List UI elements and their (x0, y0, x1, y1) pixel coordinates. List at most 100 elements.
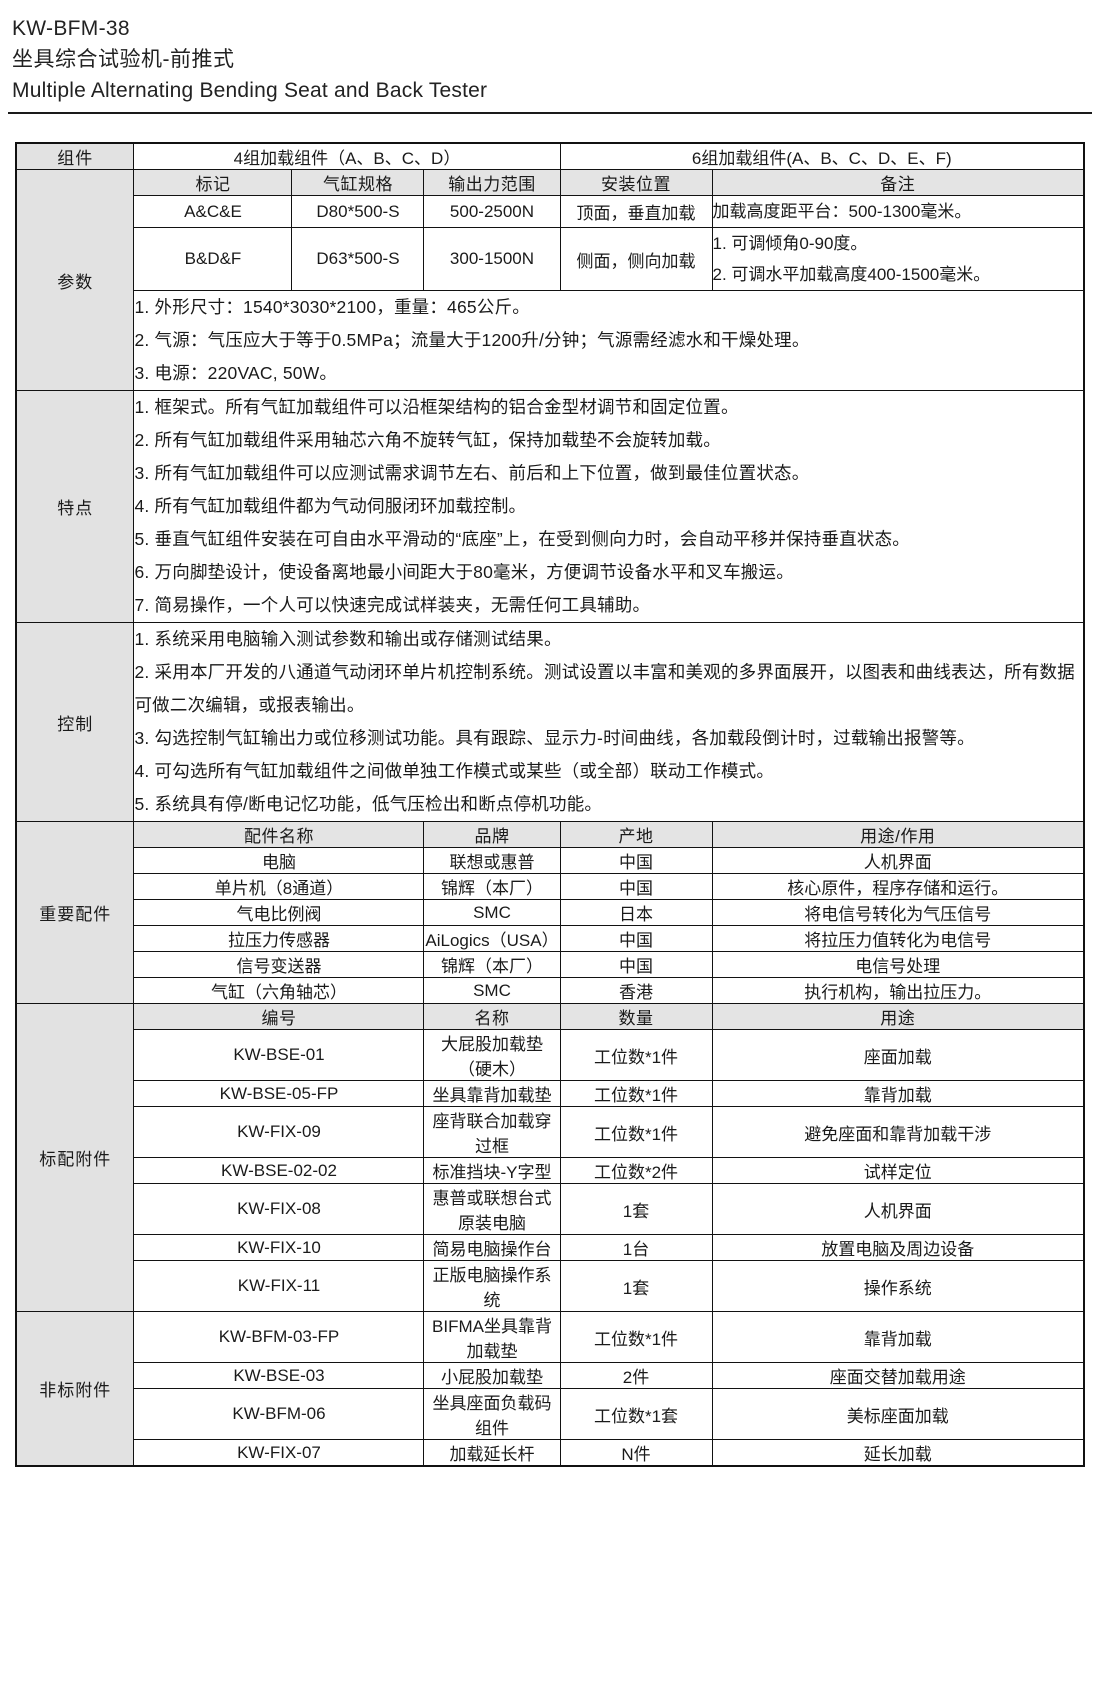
feature-item: 5. 垂直气缸组件安装在可自由水平滑动的“底座”上，在受到侧向力时，会自动平移并… (134, 529, 910, 549)
accessory-name: 惠普或联想台式原装电脑 (423, 1183, 561, 1235)
table-row: KW-FIX-09 座背联合加载穿过框 工位数*1件 避免座面和靠背加载干涉 (16, 1106, 1085, 1158)
feature-item: 3. 所有气缸加载组件可以应测试需求调节左右、前后和上下位置，做到最佳位置状态。 (134, 463, 810, 483)
row-label-control: 控制 (15, 622, 135, 822)
table-row: 单片机（8通道） 锦辉（本厂） 中国 核心原件，程序存储和运行。 (16, 873, 1085, 900)
table-row: KW-FIX-10 简易电脑操作台 1台 放置电脑及周边设备 (16, 1234, 1085, 1261)
control-list: 1. 系统采用电脑输入测试参数和输出或存储测试结果。 2. 采用本厂开发的八通道… (133, 622, 1085, 822)
part-name: 信号变送器 (133, 951, 425, 978)
features-row: 特点 1. 框架式。所有气缸加载组件可以沿框架结构的铝合金型材调节和固定位置。 … (15, 390, 1085, 623)
remark-line: 1. 可调倾角0-90度。 (712, 234, 868, 253)
table-row: KW-BSE-01 大屁股加载垫（硬木） 工位数*1件 座面加载 (16, 1029, 1085, 1081)
part-origin: 日本 (559, 899, 713, 926)
table-row: 电脑 联想或惠普 中国 人机界面 (16, 847, 1085, 874)
parameters-notes-row: 1. 外形尺寸：1540*3030*2100，重量：465公斤。 2. 气源：气… (16, 290, 1085, 391)
col-header-cylinder-spec: 气缸规格 (291, 169, 425, 196)
param-install-position: 顶面，垂直加载 (559, 195, 713, 228)
row-label-parameters: 参数 (15, 169, 135, 391)
components-option-4: 4组加载组件（A、B、C、D） (133, 142, 561, 170)
accessory-code: KW-BSE-02-02 (133, 1157, 425, 1184)
note-line: 2. 气源：气压应大于等于0.5MPa；流量大于1200升/分钟；气源需经滤水和… (134, 330, 810, 350)
accessory-code: KW-BFM-03-FP (133, 1311, 425, 1363)
accessory-purpose: 操作系统 (711, 1260, 1085, 1312)
part-usage: 将电信号转化为气压信号 (711, 899, 1085, 926)
accessory-purpose: 靠背加载 (711, 1311, 1085, 1363)
table-row: KW-BFM-06 坐具座面负载码组件 工位数*1套 美标座面加载 (16, 1388, 1085, 1440)
col-header-remark: 备注 (711, 169, 1085, 196)
param-output-range: 500-2500N (423, 195, 561, 228)
part-name: 气电比例阀 (133, 899, 425, 926)
accessory-quantity: 工位数*2件 (559, 1157, 713, 1184)
accessory-code: KW-BFM-06 (133, 1388, 425, 1440)
col-header-origin: 产地 (559, 821, 713, 848)
important-parts-header-row: 重要配件 配件名称 品牌 产地 用途/作用 (15, 821, 1085, 1004)
components-row: 组件 4组加载组件（A、B、C、D） 6组加载组件(A、B、C、D、E、F) (15, 142, 1085, 170)
part-usage: 电信号处理 (711, 951, 1085, 978)
title-english: Multiple Alternating Bending Seat and Ba… (12, 79, 488, 102)
row-label-nonstandard-accessories: 非标附件 (15, 1311, 135, 1467)
accessory-code: KW-FIX-11 (133, 1260, 425, 1312)
table-row: 信号变送器 锦辉（本厂） 中国 电信号处理 (16, 951, 1085, 978)
part-name: 气缸（六角轴芯） (133, 977, 425, 1004)
control-row: 控制 1. 系统采用电脑输入测试参数和输出或存储测试结果。 2. 采用本厂开发的… (15, 622, 1085, 822)
accessory-name: 正版电脑操作系统 (423, 1260, 561, 1312)
components-option-6: 6组加载组件(A、B、C、D、E、F) (559, 142, 1085, 170)
table-row: KW-FIX-11 正版电脑操作系统 1套 操作系统 (16, 1260, 1085, 1312)
part-brand: 锦辉（本厂） (423, 951, 561, 978)
model-code: KW-BFM-38 (12, 17, 130, 40)
control-item: 2. 采用本厂开发的八通道气动闭环单片机控制系统。测试设置以丰富和美观的多界面展… (134, 662, 1075, 715)
feature-item: 1. 框架式。所有气缸加载组件可以沿框架结构的铝合金型材调节和固定位置。 (134, 397, 739, 417)
specification-table: 组件 4组加载组件（A、B、C、D） 6组加载组件(A、B、C、D、E、F) 参… (14, 142, 1086, 1467)
table-row: 气缸（六角轴芯） SMC 香港 执行机构，输出拉压力。 (16, 977, 1085, 1004)
accessory-code: KW-BSE-05-FP (133, 1080, 425, 1107)
accessory-quantity: 工位数*1件 (559, 1106, 713, 1158)
accessory-quantity: 1套 (559, 1260, 713, 1312)
accessory-name: 简易电脑操作台 (423, 1234, 561, 1261)
accessory-code: KW-BSE-03 (133, 1362, 425, 1389)
feature-item: 6. 万向脚垫设计，使设备离地最小间距大于80毫米，方便调节设备水平和叉车搬运。 (134, 562, 794, 582)
accessory-quantity: N件 (559, 1439, 713, 1467)
accessory-name: 座背联合加载穿过框 (423, 1106, 561, 1158)
param-cylinder-spec: D80*500-S (291, 195, 425, 228)
part-usage: 执行机构，输出拉压力。 (711, 977, 1085, 1004)
accessory-purpose: 座面交替加载用途 (711, 1362, 1085, 1389)
accessory-quantity: 1台 (559, 1234, 713, 1261)
accessory-purpose: 座面加载 (711, 1029, 1085, 1081)
accessory-quantity: 工位数*1件 (559, 1311, 713, 1363)
accessory-quantity: 工位数*1件 (559, 1080, 713, 1107)
part-brand: AiLogics（USA） (423, 925, 561, 952)
accessory-quantity: 工位数*1件 (559, 1029, 713, 1081)
part-name: 电脑 (133, 847, 425, 874)
param-mark: B&D&F (133, 227, 293, 291)
row-label-components: 组件 (15, 142, 135, 170)
parameter-row-ace: A&C&E D80*500-S 500-2500N 顶面，垂直加载 加载高度距平… (16, 195, 1085, 228)
row-label-features: 特点 (15, 390, 135, 623)
col-header-output-range: 输出力范围 (423, 169, 561, 196)
part-origin: 中国 (559, 873, 713, 900)
table-row: 气电比例阀 SMC 日本 将电信号转化为气压信号 (16, 899, 1085, 926)
part-origin: 中国 (559, 925, 713, 952)
features-list: 1. 框架式。所有气缸加载组件可以沿框架结构的铝合金型材调节和固定位置。 2. … (133, 390, 1085, 623)
accessory-code: KW-BSE-01 (133, 1029, 425, 1081)
parameter-row-bdf: B&D&F D63*500-S 300-1500N 侧面，侧向加载 1. 可调倾… (16, 227, 1085, 291)
control-item: 3. 勾选控制气缸输出力或位移测试功能。具有跟踪、显示力-时间曲线，各加载段倒计… (134, 728, 975, 748)
feature-item: 4. 所有气缸加载组件都为气动伺服闭环加载控制。 (134, 496, 527, 516)
accessory-name: 大屁股加载垫（硬木） (423, 1029, 561, 1081)
part-brand: SMC (423, 899, 561, 926)
accessory-quantity: 2件 (559, 1362, 713, 1389)
col-header-mark: 标记 (133, 169, 293, 196)
part-brand: 锦辉（本厂） (423, 873, 561, 900)
accessory-purpose: 美标座面加载 (711, 1388, 1085, 1440)
accessory-code: KW-FIX-09 (133, 1106, 425, 1158)
part-origin: 香港 (559, 977, 713, 1004)
parameters-notes: 1. 外形尺寸：1540*3030*2100，重量：465公斤。 2. 气源：气… (133, 290, 1085, 391)
accessory-name: 小屁股加载垫 (423, 1362, 561, 1389)
row-label-important-parts: 重要配件 (15, 821, 135, 1004)
part-brand: SMC (423, 977, 561, 1004)
accessory-purpose: 延长加载 (711, 1439, 1085, 1467)
accessory-purpose: 试样定位 (711, 1157, 1085, 1184)
accessory-name: 标准挡块-Y字型 (423, 1157, 561, 1184)
nonstandard-accessories-first-row: 非标附件 KW-BFM-03-FP BIFMA坐具靠背加载垫 工位数*1件 靠背… (15, 1311, 1085, 1467)
accessory-name: 坐具座面负载码组件 (423, 1388, 561, 1440)
part-brand: 联想或惠普 (423, 847, 561, 874)
